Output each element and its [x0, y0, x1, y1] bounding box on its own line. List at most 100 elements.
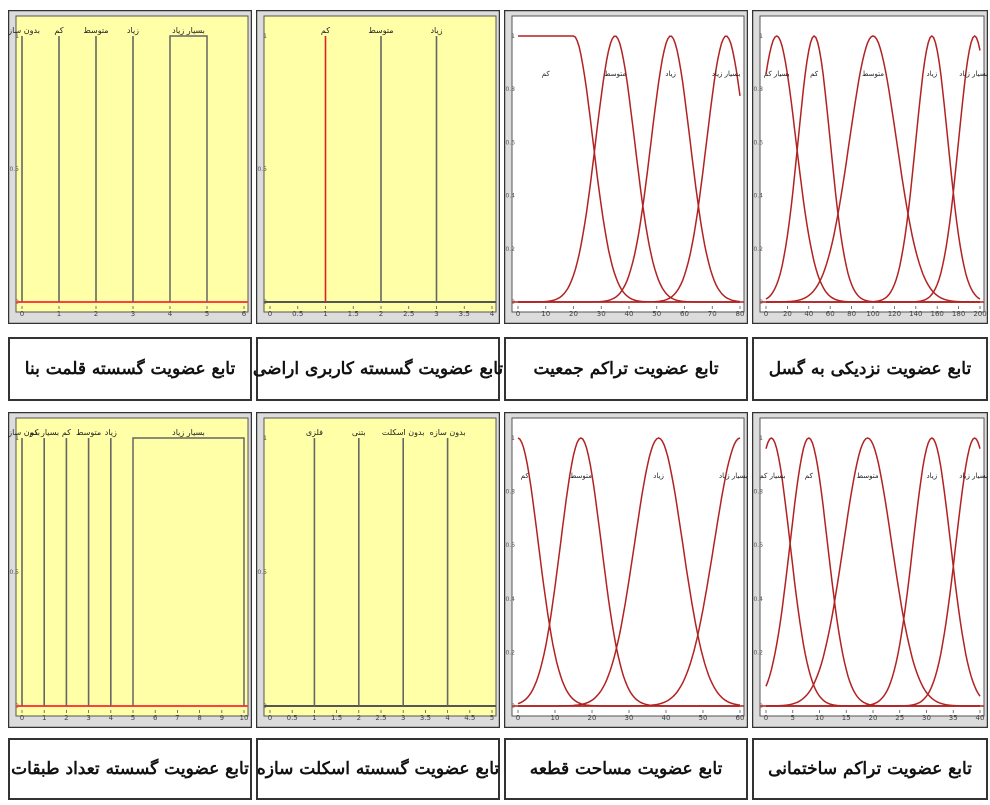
- y-tick-label: 0.5: [9, 569, 19, 576]
- y-tick-label: 1: [15, 435, 19, 442]
- y-tick-label: 1: [759, 33, 763, 40]
- plot-area: [511, 417, 745, 717]
- x-tick-label: 5: [791, 714, 795, 722]
- x-tick-label: 3: [434, 310, 438, 318]
- y-tick-label: 0.6: [753, 542, 763, 549]
- series-curve: [766, 35, 980, 303]
- series-label: متوسط: [604, 70, 626, 78]
- series-label: بسیار زیاد: [172, 26, 205, 35]
- x-tick-label: 15: [842, 714, 851, 722]
- series-label: بسیار کم: [764, 70, 790, 78]
- chart-panel-population-density: 0102030405060708000.20.40.60.81کممتوسطزی…: [503, 9, 749, 325]
- x-tick-label: 1.5: [331, 714, 342, 722]
- x-tick-label: 0.5: [292, 310, 303, 318]
- series-label: کم: [62, 428, 71, 437]
- x-tick-label: 20: [569, 310, 578, 318]
- series-label: کم: [54, 26, 63, 35]
- x-tick-label: 3: [131, 310, 135, 318]
- x-tick-label: 3.5: [420, 714, 431, 722]
- y-tick-label: 1: [263, 435, 267, 442]
- x-tick-label: 1.5: [348, 310, 359, 318]
- caption-building-density: تابع عضویت تراکم ساختمانی: [752, 738, 988, 800]
- plot-area: [511, 15, 745, 313]
- x-tick-label: 20: [588, 714, 597, 722]
- x-tick-label: 3: [401, 714, 405, 722]
- y-tick-label: 0.6: [505, 542, 515, 549]
- x-tick-label: 2.5: [375, 714, 386, 722]
- x-tick-label: 180: [952, 310, 965, 318]
- y-tick-label: 0.8: [505, 86, 515, 93]
- series-label: بدون سازه: [8, 428, 40, 437]
- x-tick-label: 1: [42, 714, 46, 722]
- x-tick-label: 30: [597, 310, 606, 318]
- x-tick-label: 2: [357, 714, 361, 722]
- y-tick-label: 0.4: [753, 596, 763, 603]
- plot-area: [15, 15, 249, 313]
- series-label: بدون اسکلت: [382, 428, 425, 437]
- series-label: زیاد: [430, 26, 442, 35]
- chart-svg: 010203040506000.20.40.60.81کممتوسطزیادبس…: [503, 411, 749, 729]
- y-tick-label: 0.2: [753, 649, 763, 656]
- x-tick-label: 2.5: [403, 310, 414, 318]
- series-label: بسیار زیاد: [959, 472, 988, 480]
- series-label: کم: [321, 26, 330, 35]
- y-tick-label: 0.5: [9, 166, 19, 173]
- chart-panel-parcel-area: 010203040506000.20.40.60.81کممتوسطزیادبس…: [503, 411, 749, 729]
- series-curve: [518, 437, 741, 707]
- x-tick-label: 60: [736, 714, 745, 722]
- x-tick-label: 6: [153, 714, 158, 722]
- x-tick-label: 3: [86, 714, 90, 722]
- x-tick-label: 120: [888, 310, 901, 318]
- series-curve: [518, 35, 740, 303]
- series-label: متوسط: [368, 26, 393, 35]
- x-tick-label: 3.5: [459, 310, 470, 318]
- x-tick-label: 40: [976, 714, 985, 722]
- x-tick-label: 40: [662, 714, 671, 722]
- x-tick-label: 10: [541, 310, 550, 318]
- x-tick-label: 0: [268, 714, 272, 722]
- chart-svg: 0102030405060708000.20.40.60.81کممتوسطزی…: [503, 9, 749, 325]
- x-tick-label: 80: [847, 310, 856, 318]
- x-tick-label: 2: [94, 310, 98, 318]
- series-label: متوسط: [862, 70, 884, 78]
- x-tick-label: 30: [922, 714, 931, 722]
- x-tick-label: 9: [220, 714, 224, 722]
- series-label: بسیار زیاد: [959, 70, 988, 78]
- series-label: بدون سازه: [430, 428, 466, 437]
- series-label: بتنی: [352, 428, 366, 437]
- x-tick-label: 200: [973, 310, 986, 318]
- y-tick-label: 1: [759, 435, 763, 442]
- y-tick-label: 0.4: [505, 596, 515, 603]
- plot-area: [759, 417, 985, 717]
- plot-area: [263, 417, 497, 717]
- series-label: زیاد: [665, 70, 676, 78]
- series-label: بسیار زیاد: [712, 70, 741, 78]
- x-tick-label: 0: [516, 714, 520, 722]
- series-label: زیاد: [927, 70, 938, 78]
- y-tick-label: 0.5: [257, 166, 267, 173]
- plot-area: [759, 15, 985, 313]
- y-tick-label: 1: [15, 33, 19, 40]
- x-tick-label: 1: [312, 714, 316, 722]
- x-tick-label: 40: [804, 310, 813, 318]
- series-label: متوسط: [570, 472, 592, 480]
- x-tick-label: 4.5: [464, 714, 475, 722]
- series-label: بسیار زیاد: [172, 428, 205, 437]
- x-tick-label: 2: [64, 714, 68, 722]
- x-tick-label: 5: [490, 714, 494, 722]
- x-tick-label: 4: [109, 714, 114, 722]
- series-curve: [766, 34, 981, 303]
- series-curve: [765, 437, 980, 707]
- x-tick-label: 2: [379, 310, 383, 318]
- x-tick-label: 1: [323, 310, 327, 318]
- caption-land-use: تابع عضویت گسسته کاربری اراضی: [253, 337, 503, 401]
- x-tick-label: 70: [708, 310, 717, 318]
